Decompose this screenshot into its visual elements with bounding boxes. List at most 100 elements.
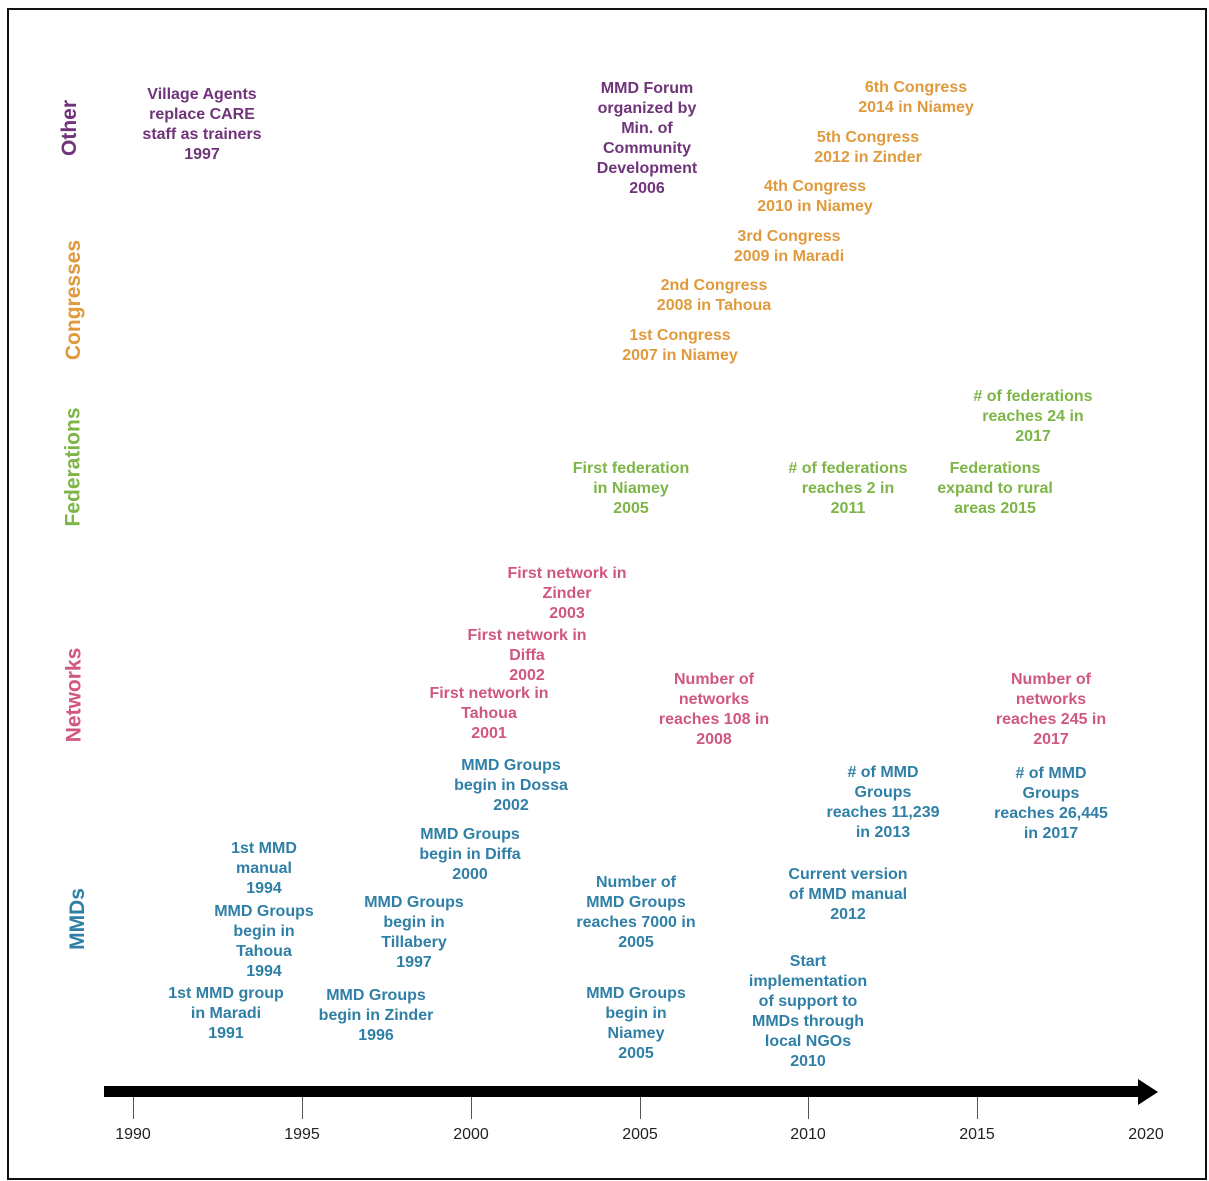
event-line: 4th Congress	[763, 178, 867, 195]
event-mmd-diffa: MMD Groups begin in Diffa 2000	[419, 825, 520, 885]
event-line: begin in	[605, 1005, 667, 1022]
event-line: 2002	[509, 667, 545, 684]
event-federations-24: # of federations reaches 24 in 2017	[973, 387, 1092, 447]
event-other-mmd-forum: MMD Forum organized by Min. of Community…	[597, 79, 697, 199]
event-line: networks	[1015, 691, 1087, 708]
event-mmd-zinder: MMD Groups begin in Zinder 1996	[319, 986, 434, 1046]
event-congress-4th: 4th Congress 2010 in Niamey	[757, 177, 873, 217]
event-mmd-maradi: 1st MMD group in Maradi 1991	[168, 984, 284, 1044]
axis-tick-label: 1990	[115, 1126, 151, 1143]
event-line: 2005	[613, 500, 649, 517]
axis-tick	[640, 1097, 641, 1119]
event-line: areas 2015	[954, 500, 1036, 517]
axis-tick	[133, 1097, 134, 1119]
event-line: Diffa	[509, 647, 545, 664]
axis-tick-label: 2020	[1128, 1126, 1164, 1143]
event-line: # of MMD	[847, 764, 919, 781]
event-line: MMD Groups	[420, 826, 520, 843]
event-line: MMDs through	[752, 1013, 864, 1030]
event-line: 2011	[830, 500, 866, 517]
event-line: reaches 7000 in	[576, 914, 696, 931]
event-line: MMD Groups	[214, 903, 314, 920]
category-label-congresses: Congresses	[62, 239, 85, 361]
event-line: of support to	[758, 993, 858, 1010]
event-line: begin in	[233, 923, 295, 940]
axis-tick	[977, 1097, 978, 1119]
event-line: 2010 in Niamey	[757, 198, 873, 215]
axis-tick-label: 2005	[622, 1126, 658, 1143]
event-line: reaches 108 in	[658, 711, 770, 728]
category-networks: Networks	[54, 648, 94, 743]
event-line: 3rd Congress	[737, 228, 841, 245]
event-line: 2005	[618, 934, 654, 951]
event-congress-3rd: 3rd Congress 2009 in Maradi	[734, 227, 844, 267]
event-line: 2002	[493, 797, 529, 814]
event-line: Min. of	[621, 120, 673, 137]
event-line: in 2017	[1023, 825, 1079, 842]
event-networks-245: Number of networks reaches 245 in 2017	[996, 670, 1106, 750]
event-line: Start	[789, 953, 827, 970]
event-line: # of federations	[973, 388, 1093, 405]
event-line: First network in	[507, 565, 627, 582]
event-line: Niamey	[607, 1025, 665, 1042]
axis-tick	[471, 1097, 472, 1119]
event-line: Number of	[595, 874, 676, 891]
event-line: begin in	[383, 914, 445, 931]
event-line: First federation	[572, 460, 690, 477]
event-mmd-dossa: MMD Groups begin in Dossa 2002	[454, 756, 568, 816]
event-line: Community	[603, 140, 691, 157]
event-line: First network in	[467, 627, 587, 644]
event-line: Tillabery	[381, 934, 447, 951]
event-line: expand to rural	[937, 480, 1053, 497]
event-line: 1994	[246, 963, 282, 980]
event-network-diffa: First network in Diffa 2002	[467, 626, 586, 686]
category-congresses: Congresses	[54, 240, 94, 360]
category-label-mmds: MMDs	[66, 888, 89, 950]
event-line: 1997	[184, 146, 220, 163]
event-line: local NGOs	[764, 1033, 852, 1050]
event-line: 2008 in Tahoua	[656, 297, 772, 314]
event-line: 2nd Congress	[660, 277, 768, 294]
event-line: # of MMD	[1015, 765, 1087, 782]
event-mmd-niamey: MMD Groups begin in Niamey 2005	[586, 984, 686, 1064]
event-mmd-tillabery: MMD Groups begin in Tillabery 1997	[364, 893, 464, 973]
event-federations-rural: Federations expand to rural areas 2015	[937, 459, 1053, 519]
event-federations-2: # of federations reaches 2 in 2011	[788, 459, 907, 519]
event-line: 2008	[696, 731, 732, 748]
event-line: Development	[596, 160, 698, 177]
event-line: 1991	[208, 1025, 244, 1042]
event-line: MMD Groups	[364, 894, 464, 911]
event-line: MMD Forum	[600, 80, 694, 97]
event-line: begin in Dossa	[454, 777, 568, 794]
axis-tick-label: 2010	[790, 1126, 826, 1143]
event-congress-2nd: 2nd Congress 2008 in Tahoua	[657, 276, 771, 316]
event-line: 1996	[358, 1027, 394, 1044]
timeline-axis	[104, 1086, 1140, 1097]
event-line: of MMD manual	[788, 886, 908, 903]
event-line: 2009 in Maradi	[733, 248, 845, 265]
event-line: Zinder	[542, 585, 592, 602]
event-mmd-11239: # of MMD Groups reaches 11,239 in 2013	[827, 763, 940, 843]
event-line: organized by	[597, 100, 697, 117]
event-mmd-manual-2012: Current version of MMD manual 2012	[788, 865, 907, 925]
event-line: 1997	[396, 954, 432, 971]
event-line: 1st MMD group	[168, 985, 284, 1002]
event-line: 1st Congress	[629, 327, 731, 344]
event-mmd-ngos: Start implementation of support to MMDs …	[749, 952, 867, 1072]
event-line: reaches 24 in	[982, 408, 1084, 425]
event-line: MMD Groups	[586, 985, 686, 1002]
event-line: manual	[235, 860, 292, 877]
event-line: Tahoua	[461, 705, 517, 722]
event-line: Federations	[949, 460, 1041, 477]
event-networks-108: Number of networks reaches 108 in 2008	[659, 670, 769, 750]
event-other-village-agents: Village Agents replace CARE staff as tra…	[142, 85, 261, 165]
event-line: 2010	[790, 1053, 826, 1070]
event-mmd-tahoua: MMD Groups begin in Tahoua 1994	[214, 902, 314, 982]
timeline-arrowhead	[1138, 1079, 1158, 1105]
category-mmds: MMDs	[58, 888, 98, 950]
event-mmd-7000: Number of MMD Groups reaches 7000 in 200…	[576, 873, 695, 953]
event-congress-1st: 1st Congress 2007 in Niamey	[622, 326, 738, 366]
axis-tick-label: 2015	[959, 1126, 995, 1143]
event-line: 1994	[246, 880, 282, 897]
event-line: 2006	[629, 180, 665, 197]
